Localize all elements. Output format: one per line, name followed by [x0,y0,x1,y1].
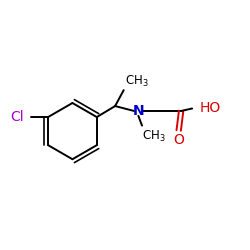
Text: O: O [173,134,184,147]
Text: Cl: Cl [10,110,24,124]
Text: CH$_3$: CH$_3$ [125,74,148,89]
Text: N: N [132,104,144,118]
Text: CH$_3$: CH$_3$ [142,129,166,144]
Text: HO: HO [200,102,221,116]
